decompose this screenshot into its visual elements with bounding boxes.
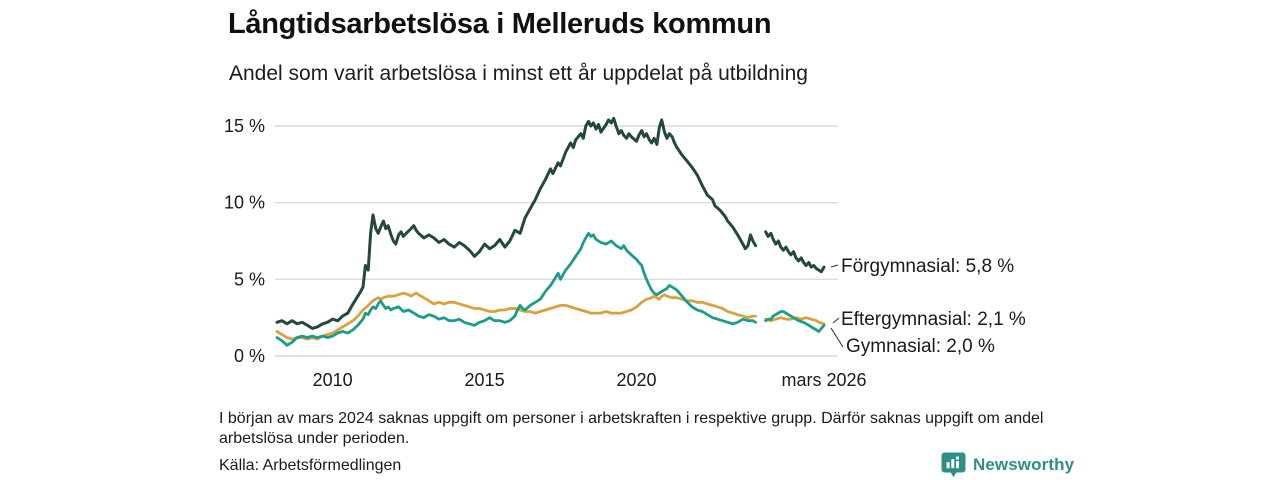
series-line-gymnasial xyxy=(764,310,826,333)
newsworthy-logo-icon xyxy=(941,452,966,478)
chart-subtitle: Andel som varit arbetslösa i minst ett å… xyxy=(229,62,808,85)
axis-tick-labels: 0 % 5 % 10 % 15 % 2010 2015 2020 mars 2026 xyxy=(224,116,867,390)
series-end-label-gymnasial: Gymnasial: 2,0 % xyxy=(846,336,995,357)
series-line-förgymnasial xyxy=(275,116,758,330)
series-lines xyxy=(275,116,826,347)
footnote-text: I början av mars 2024 saknas uppgift om … xyxy=(219,410,1044,448)
label-connectors xyxy=(830,264,844,348)
newsworthy-logo-text: Newsworthy xyxy=(973,455,1075,474)
line-chart: 0 % 5 % 10 % 15 % 2010 2015 2020 mars 2026 xyxy=(224,116,867,390)
series-end-label-eftergymnasial: Eftergymnasial: 2,1 % xyxy=(841,309,1026,330)
newsworthy-logo: Newsworthy xyxy=(941,452,1074,478)
source-text: Källa: Arbetsförmedlingen xyxy=(219,457,402,474)
x-tick-label: 2020 xyxy=(616,370,656,390)
x-tick-label: 2015 xyxy=(465,370,505,390)
y-tick-label: 15 % xyxy=(224,116,265,136)
connector-eftergymnasial xyxy=(832,317,840,324)
series-line-förgymnasial xyxy=(764,230,826,274)
gridlines xyxy=(275,125,838,357)
y-tick-label: 10 % xyxy=(224,193,265,213)
x-tick-label: 2010 xyxy=(313,370,353,390)
connector-forgymnasial xyxy=(830,264,839,268)
series-line-gymnasial xyxy=(275,231,757,347)
series-end-label-forgymnasial: Förgymnasial: 5,8 % xyxy=(841,256,1015,277)
y-tick-label: 5 % xyxy=(234,269,265,289)
connector-gymnasial xyxy=(830,327,844,348)
chart-title: Långtidsarbetslösa i Melleruds kommun xyxy=(228,8,772,40)
x-tick-label: mars 2026 xyxy=(781,370,866,390)
y-tick-label: 0 % xyxy=(234,346,265,366)
